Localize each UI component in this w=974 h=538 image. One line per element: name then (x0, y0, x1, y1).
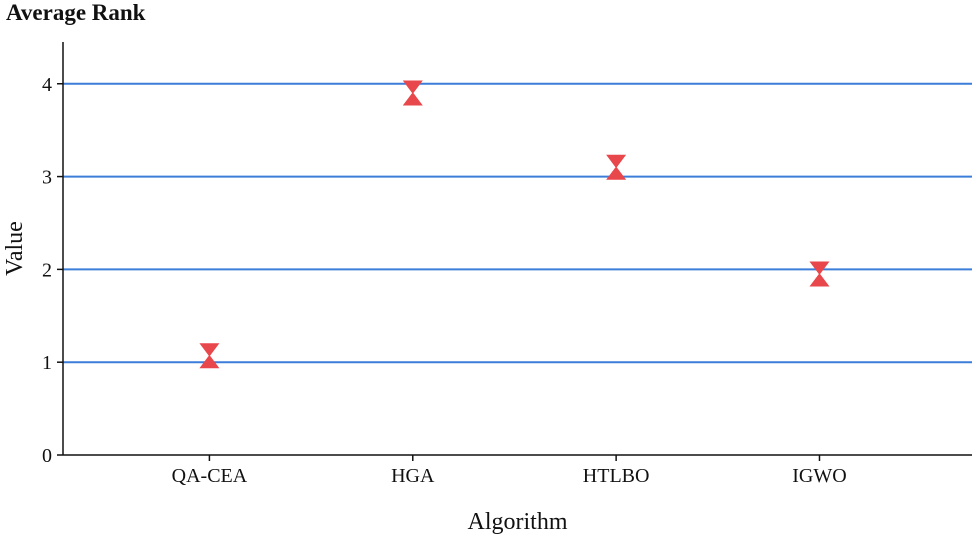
x-tick-label: HTLBO (583, 465, 650, 487)
data-point-igwo (809, 261, 830, 287)
grid-lines (63, 82, 972, 364)
y-axis-title: Value (2, 221, 28, 276)
y-tick-label: 2 (42, 259, 52, 281)
data-point-hga (402, 80, 423, 106)
axes (57, 42, 972, 461)
y-tick-label: 1 (42, 352, 52, 374)
chart-title: Average Rank (6, 0, 146, 25)
x-tick-labels: QA-CEA HGA HTLBO IGWO (172, 465, 847, 487)
x-tick-label: QA-CEA (172, 465, 248, 487)
y-tick-labels: 0 1 2 3 4 (42, 74, 52, 467)
data-point-qa-cea (199, 343, 220, 369)
y-tick-label: 4 (42, 74, 52, 96)
x-tick-label: HGA (391, 465, 435, 487)
y-tick-label: 3 (42, 167, 52, 189)
x-axis-title: Algorithm (468, 509, 568, 535)
x-tick-label: IGWO (792, 465, 846, 487)
data-point-htlbo (606, 154, 627, 180)
data-markers (199, 80, 830, 369)
y-tick-label: 0 (42, 445, 52, 467)
